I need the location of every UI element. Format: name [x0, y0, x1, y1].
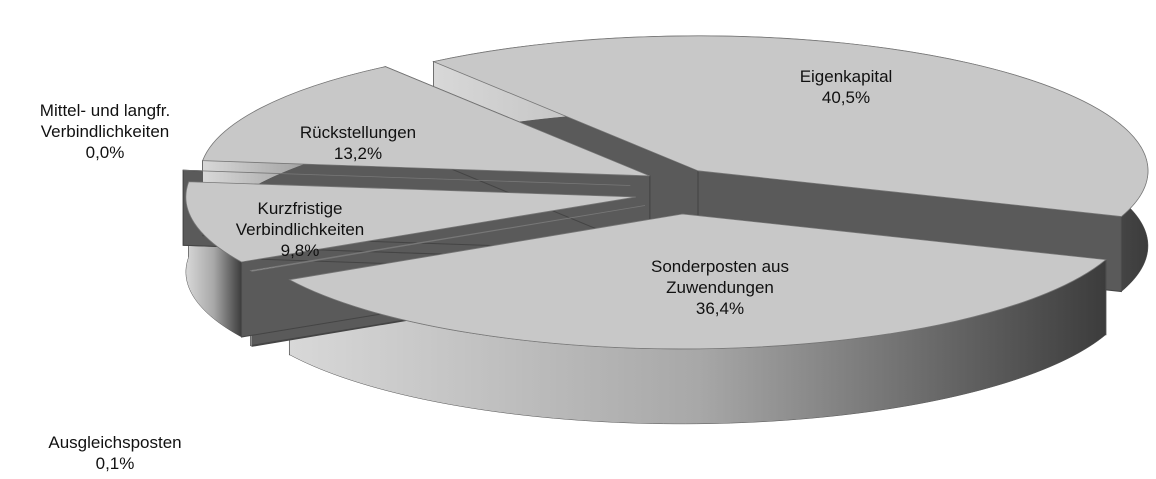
category-label: Sonderposten aus Zuwendungen [651, 257, 789, 297]
value-label: 0,1% [95, 454, 135, 473]
slice-label: Ausgleichsposten 0,1% [15, 432, 215, 474]
slice-label: Mittel- und langfr. Verbindlichkeiten 0,0… [5, 100, 205, 163]
slices [183, 35, 1149, 350]
value-label: 9,8% [280, 241, 320, 260]
slice-label: Eigenkapital 40,5% [756, 66, 936, 108]
value-label: 36,4% [695, 299, 745, 318]
slice-label: Kurzfristige Verbindlichkeiten 9,8% [200, 198, 400, 261]
slice-label: Rückstellungen 13,2% [268, 122, 448, 164]
slice [202, 66, 650, 177]
category-label: Rückstellungen [299, 123, 417, 142]
slice-label: Sonderposten aus Zuwendungen 36,4% [620, 256, 820, 319]
value-label: 40,5% [821, 88, 871, 107]
category-label: Ausgleichsposten [48, 433, 182, 452]
slice [185, 181, 636, 263]
slice [288, 213, 1107, 350]
category-label: Kurzfristige Verbindlichkeiten [235, 199, 365, 239]
value-label: 0,0% [85, 143, 125, 162]
slice [432, 35, 1149, 217]
category-label: Mittel- und langfr. Verbindlichkeiten [39, 101, 171, 141]
slice [249, 205, 646, 272]
category-label: Eigenkapital [799, 67, 893, 86]
value-label: 13,2% [333, 144, 383, 163]
